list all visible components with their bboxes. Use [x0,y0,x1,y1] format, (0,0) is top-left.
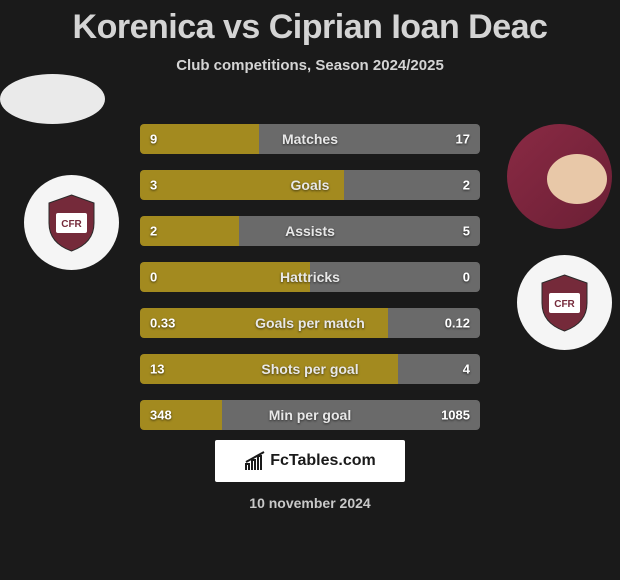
page-title: Korenica vs Ciprian Ioan Deac [0,0,620,47]
bar-left-segment [140,170,344,200]
svg-text:CFR: CFR [554,299,575,310]
player-avatar-right [507,124,612,229]
shield-icon: CFR [537,273,592,333]
brand-box: FcTables.com [215,440,405,482]
shield-icon: CFR [44,193,99,253]
stats-bars: 9Matches17 3Goals2 2Assists5 0Hattricks0 0.3… [140,124,480,446]
bar-right-segment [222,400,480,430]
club-logo-left: CFR [24,175,119,270]
bar-right-segment [310,262,480,292]
subtitle: Club competitions, Season 2024/2025 [0,57,620,74]
stat-row: 3Goals2 [140,170,480,200]
bar-left-segment [140,216,239,246]
bar-left-segment [140,400,222,430]
stat-row: 9Matches17 [140,124,480,154]
bar-left-segment [140,124,259,154]
svg-text:CFR: CFR [61,219,82,230]
stat-row: 0Hattricks0 [140,262,480,292]
player-avatar-left [0,74,105,124]
bar-right-segment [388,308,480,338]
date-text: 10 november 2024 [0,495,620,511]
bar-right-segment [398,354,480,384]
chart-icon [244,450,266,472]
brand-text: FcTables.com [270,452,376,470]
bar-left-segment [140,354,398,384]
bar-right-segment [344,170,480,200]
bar-right-segment [259,124,480,154]
bar-left-segment [140,262,310,292]
club-logo-right: CFR [517,255,612,350]
bar-left-segment [140,308,388,338]
bar-right-segment [239,216,480,246]
stat-row: 348Min per goal1085 [140,400,480,430]
stat-row: 0.33Goals per match0.12 [140,308,480,338]
stat-row: 2Assists5 [140,216,480,246]
stat-row: 13Shots per goal4 [140,354,480,384]
